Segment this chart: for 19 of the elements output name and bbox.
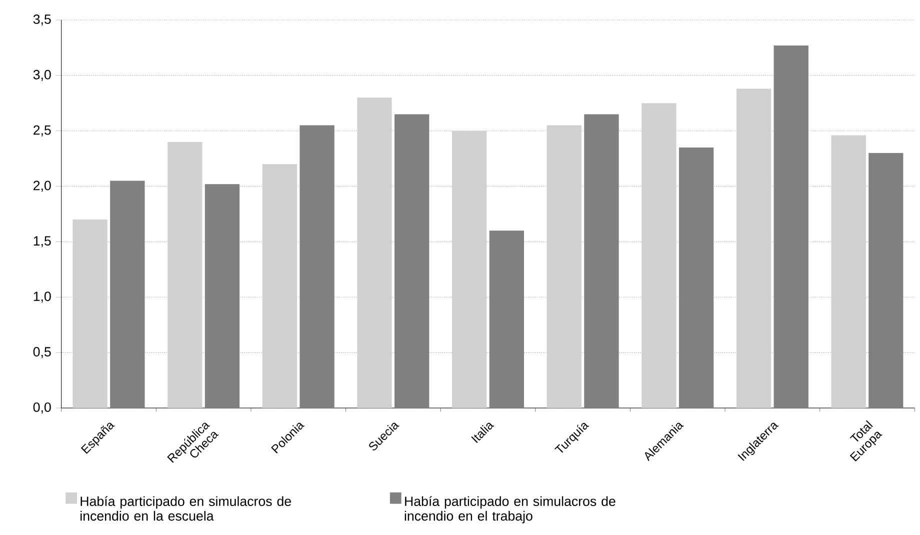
y-tick-label: 2,5 [34, 126, 51, 137]
y-tick-label: 0,0 [33, 402, 51, 414]
bar [168, 142, 202, 408]
bar [357, 98, 392, 408]
bar [72, 220, 108, 408]
bar [642, 103, 676, 408]
bar [736, 88, 772, 408]
y-tick-label: 0,5 [33, 347, 51, 358]
bar [262, 164, 298, 408]
y-tick-label: 1,0 [34, 292, 51, 303]
y-tick-label: 2,0 [34, 180, 51, 192]
bar [831, 135, 866, 408]
y-tick-label: 3,5 [33, 14, 51, 26]
bar [452, 131, 487, 408]
y-tick-label: 1,5 [34, 236, 51, 248]
legend-label: Había participado en simulacros de incendio en el trabajo [404, 496, 616, 524]
y-tick-label: 3,0 [33, 70, 51, 82]
bar [546, 125, 582, 408]
legend-label: Había participado en simulacros de incendio en la escuela [80, 496, 291, 521]
